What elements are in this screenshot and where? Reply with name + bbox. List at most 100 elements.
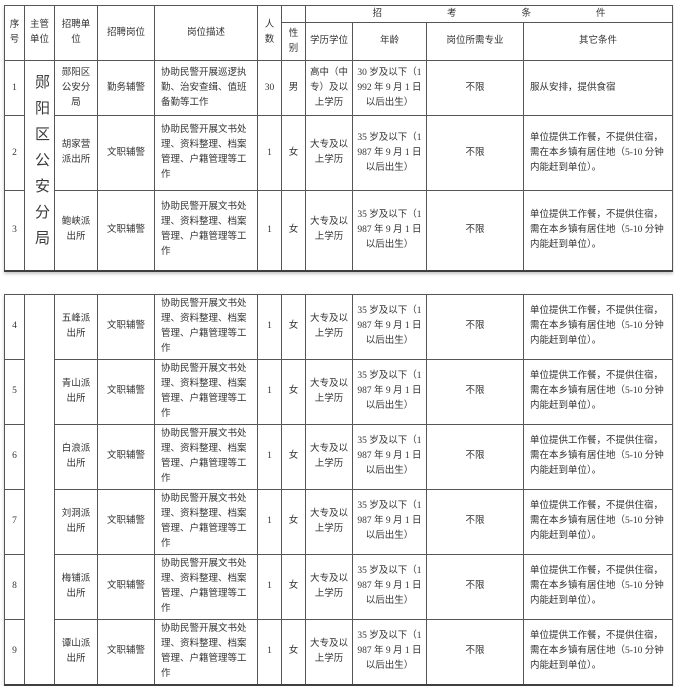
cell-other-conditions: 单位提供工作餐，不提供住宿，需在本乡镇有居住地（5-10 分钟内能赶到单位）。 [522, 190, 674, 271]
cell-serial: 9 [4, 618, 25, 685]
cell-post: 文职辅警 [97, 293, 155, 360]
cell-age: 35 岁及以下（1987 年 9 月 1 日以后出生） [352, 553, 427, 620]
cell-description: 协助民警开展文书处理、资料整理、档案管理、户籍管理等工作 [154, 553, 258, 620]
cell-gender: 男 [281, 60, 306, 116]
cell-education: 大专及以上学历 [305, 115, 353, 191]
cell-age: 35 岁及以下（1987 年 9 月 1 日以后出生） [352, 115, 427, 191]
cell-education: 大专及以上学历 [305, 190, 353, 271]
table-row: 2 胡家营派出所 文职辅警 协助民警开展文书处理、资料整理、档案管理、户籍管理等… [4, 115, 674, 191]
cell-post: 文职辅警 [97, 423, 155, 490]
cell-other-conditions: 单位提供工作餐，不提供住宿，需在本乡镇有居住地（5-10 分钟内能赶到单位）。 [522, 115, 674, 191]
header-row-columns: 性别 学历学位 年龄 岗位所需专业 其它条件 [5, 22, 674, 61]
recruitment-table-page2: 4 五峰派出所 文职辅警 协助民警开展文书处理、资料整理、档案管理、户籍管理等工… [4, 293, 673, 686]
cell-description: 协助民警开展文书处理、资料整理、档案管理、户籍管理等工作 [154, 423, 258, 490]
cell-post: 勤务辅警 [97, 60, 155, 116]
cell-education: 高中（中专）及以上学历 [305, 60, 353, 116]
col-header-age: 年龄 [352, 22, 427, 61]
cell-other-conditions: 单位提供工作餐，不提供住宿，需在本乡镇有居住地（5-10 分钟内能赶到单位）。 [523, 358, 673, 425]
cell-major: 不限 [426, 293, 524, 360]
cell-education: 大专及以上学历 [305, 293, 353, 360]
cell-post: 文职辅警 [97, 618, 155, 685]
cell-age: 35 岁及以下（1987 年 9 月 1 日以后出生） [352, 293, 427, 360]
cell-major: 不限 [426, 190, 524, 271]
table-row: 5 青山派出所 文职辅警 协助民警开展文书处理、资料整理、档案管理、户籍管理等工… [4, 358, 673, 425]
table-row: 7 刘洞派出所 文职辅警 协助民警开展文书处理、资料整理、档案管理、户籍管理等工… [4, 488, 673, 555]
col-header-recruiting-unit: 招聘单位 [54, 5, 98, 61]
cell-serial: 6 [4, 423, 25, 490]
col-header-major: 岗位所需专业 [426, 22, 524, 61]
cell-major: 不限 [426, 115, 524, 191]
cell-gender: 女 [281, 423, 306, 490]
cell-headcount: 30 [257, 60, 282, 116]
col-header-education: 学历学位 [305, 22, 353, 61]
table-row: 6 白浪派出所 文职辅警 协助民警开展文书处理、资料整理、档案管理、户籍管理等工… [4, 423, 673, 490]
cell-gender: 女 [281, 293, 306, 360]
cell-description: 协助民警开展文书处理、资料整理、档案管理、户籍管理等工作 [154, 618, 258, 685]
cell-gender: 女 [281, 190, 306, 271]
cell-other-conditions: 单位提供工作餐，不提供住宿，需在本乡镇有居住地（5-10 分钟内能赶到单位）。 [523, 293, 673, 360]
cell-headcount: 1 [257, 618, 282, 685]
cell-gender: 女 [281, 553, 306, 620]
cell-description: 协助民警开展文书处理、资料整理、档案管理、户籍管理等工作 [154, 115, 258, 191]
cell-serial: 1 [4, 60, 25, 116]
col-header-gender: 性别 [281, 22, 306, 61]
table-row: 3 鲍峡派出所 文职辅警 协助民警开展文书处理、资料整理、档案管理、户籍管理等工… [4, 190, 674, 271]
cell-education: 大专及以上学历 [305, 423, 353, 490]
table-row: 9 谭山派出所 文职辅警 协助民警开展文书处理、资料整理、档案管理、户籍管理等工… [4, 618, 673, 685]
cell-headcount: 1 [257, 115, 282, 191]
cell-headcount: 1 [257, 553, 282, 620]
cell-serial: 2 [4, 115, 25, 191]
cell-education: 大专及以上学历 [305, 358, 353, 425]
table-row: 4 五峰派出所 文职辅警 协助民警开展文书处理、资料整理、档案管理、户籍管理等工… [4, 293, 673, 685]
cell-recruiting-unit: 胡家营派出所 [54, 115, 98, 191]
header-row-banner: 序号 主管单位 招聘单位 招聘岗位 岗位描述 人数 招考条件 [4, 5, 674, 61]
col-header-supervisor-unit: 主管单位 [24, 5, 55, 61]
cell-headcount: 1 [257, 423, 282, 490]
cell-age: 35 岁及以下（1987 年 9 月 1 日以后出生） [352, 190, 427, 271]
recruitment-table-page1: 序号 主管单位 招聘单位 招聘岗位 岗位描述 人数 招考条件 性别 学历学位 年… [4, 5, 674, 272]
cell-recruiting-unit: 刘洞派出所 [54, 488, 98, 555]
col-header-other-conditions: 其它条件 [522, 22, 674, 61]
cell-age: 35 岁及以下（1987 年 9 月 1 日以后出生） [352, 358, 427, 425]
cell-serial: 8 [4, 553, 25, 620]
cell-description: 协助民警开展文书处理、资料整理、档案管理、户籍管理等工作 [154, 488, 258, 555]
cell-post: 文职辅警 [97, 488, 155, 555]
cell-recruiting-unit: 谭山派出所 [54, 618, 98, 685]
cell-headcount: 1 [257, 488, 282, 555]
cell-major: 不限 [426, 358, 524, 425]
cell-age: 35 岁及以下（1987 年 9 月 1 日以后出生） [352, 618, 427, 685]
cell-major: 不限 [426, 423, 524, 490]
cell-education: 大专及以上学历 [305, 553, 353, 620]
cell-post: 文职辅警 [97, 358, 155, 425]
cell-gender: 女 [281, 488, 306, 555]
cell-other-conditions: 单位提供工作餐，不提供住宿，需在本乡镇有居住地（5-10 分钟内能赶到单位）。 [523, 553, 673, 620]
cell-other-conditions: 单位提供工作餐，不提供住宿，需在本乡镇有居住地（5-10 分钟内能赶到单位）。 [523, 423, 673, 490]
table-row: 8 梅铺派出所 文职辅警 协助民警开展文书处理、资料整理、档案管理、户籍管理等工… [4, 553, 673, 620]
col-header-description: 岗位描述 [154, 5, 258, 61]
header-banner-recruit-conditions: 招考条件 [304, 5, 674, 23]
cell-age: 35 岁及以下（1987 年 9 月 1 日以后出生） [352, 488, 427, 555]
table-row: 1 郧阳区公安分局 郧阳区公安分局 勤务辅警 协助民警开展巡逻执勤、治安查缉、值… [4, 60, 674, 271]
cell-gender: 女 [281, 115, 306, 191]
cell-description: 协助民警开展文书处理、资料整理、档案管理、户籍管理等工作 [154, 190, 258, 271]
cell-headcount: 1 [257, 358, 282, 425]
cell-gender: 女 [281, 618, 306, 685]
cell-recruiting-unit: 白浪派出所 [54, 423, 98, 490]
cell-other-conditions: 单位提供工作餐，不提供住宿，需在本乡镇有居住地（5-10 分钟内能赶到单位）。 [523, 488, 673, 555]
cell-serial: 7 [4, 488, 25, 555]
cell-age: 30 岁及以下（1992 年 9 月 1 日以后出生） [352, 60, 427, 116]
col-header-post: 招聘岗位 [97, 5, 155, 61]
cell-serial: 4 [4, 293, 25, 360]
cell-major: 不限 [426, 488, 524, 555]
cell-gender: 女 [281, 358, 306, 425]
cell-post: 文职辅警 [97, 190, 155, 271]
col-header-headcount: 人数 [257, 5, 282, 61]
cell-headcount: 1 [257, 190, 282, 271]
col-header-serial: 序号 [4, 5, 25, 61]
cell-headcount: 1 [257, 293, 282, 360]
supervisor-unit-vertical-text: 郧阳区公安分局 [33, 74, 49, 257]
cell-recruiting-unit: 梅铺派出所 [54, 553, 98, 620]
cell-serial: 5 [4, 358, 25, 425]
cell-recruiting-unit: 五峰派出所 [54, 293, 98, 360]
cell-other-conditions: 单位提供工作餐，不提供住宿，需在本乡镇有居住地（5-10 分钟内能赶到单位）。 [523, 618, 673, 685]
